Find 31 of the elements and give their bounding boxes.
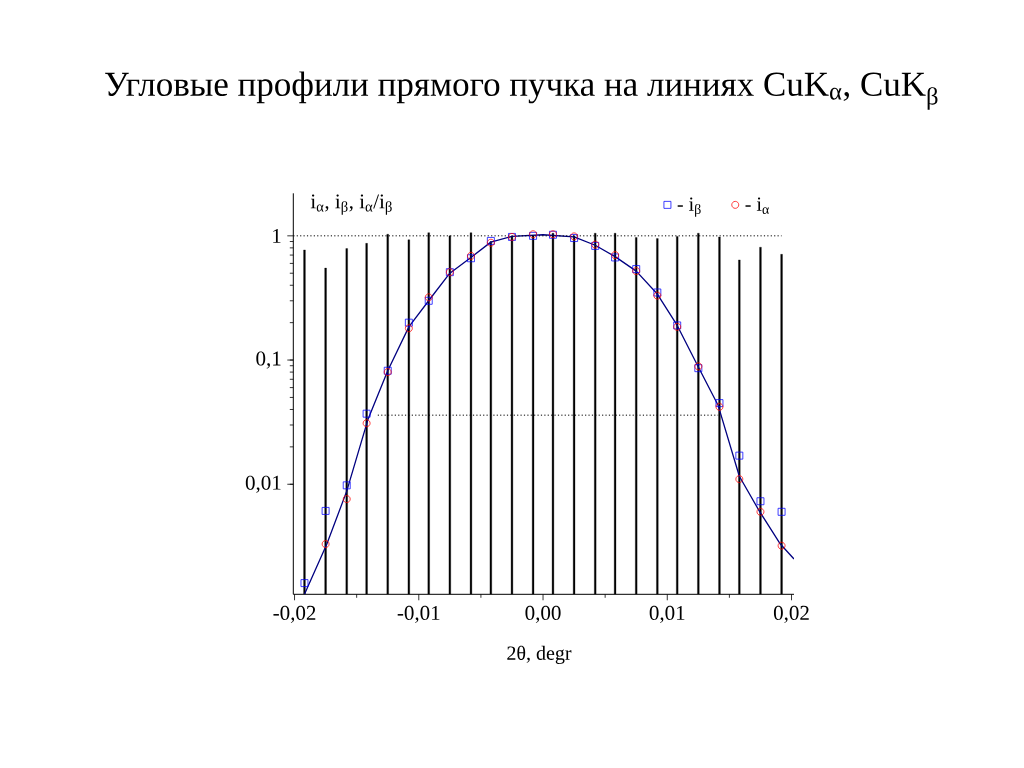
x-tick-label: 0,02: [773, 605, 809, 623]
point: [735, 451, 744, 460]
point: [321, 540, 330, 548]
point: [715, 399, 724, 407]
point: [362, 409, 371, 418]
line-series: [303, 234, 794, 595]
y-tick-label: 0,1: [256, 351, 281, 369]
x-tick-label: -0,02: [273, 605, 316, 623]
point: [777, 507, 786, 516]
point: [342, 481, 351, 490]
point: [342, 495, 351, 503]
point: [756, 507, 765, 516]
point: [756, 497, 765, 506]
point: [300, 579, 309, 587]
chart-title: Угловые профили прямого пучка на линиях CuK$_{α}$, CuK$_{β}$: [105, 71, 938, 110]
y-tick-label: 1: [273, 228, 281, 243]
point: [735, 475, 744, 483]
x-tick-label: -0,01: [397, 605, 440, 623]
x-axis-title: 2θ, degr: [507, 645, 572, 664]
y-axis-title: i$_{α}$, i$_{β}$, i$_{α}$/i$_{β}$: [310, 194, 392, 215]
point: [404, 324, 413, 333]
point: [321, 507, 330, 515]
point: [404, 318, 413, 327]
legend-label: - i$_{α}$: [745, 197, 769, 214]
x-tick-label: 0,01: [649, 605, 685, 623]
y-tick-label: 0,01: [245, 475, 281, 493]
point: [715, 402, 724, 411]
x-tick-label: 0,00: [525, 605, 561, 623]
legend-label: - i$_{β}$: [677, 197, 701, 217]
point: [777, 541, 786, 550]
point: [362, 419, 371, 428]
